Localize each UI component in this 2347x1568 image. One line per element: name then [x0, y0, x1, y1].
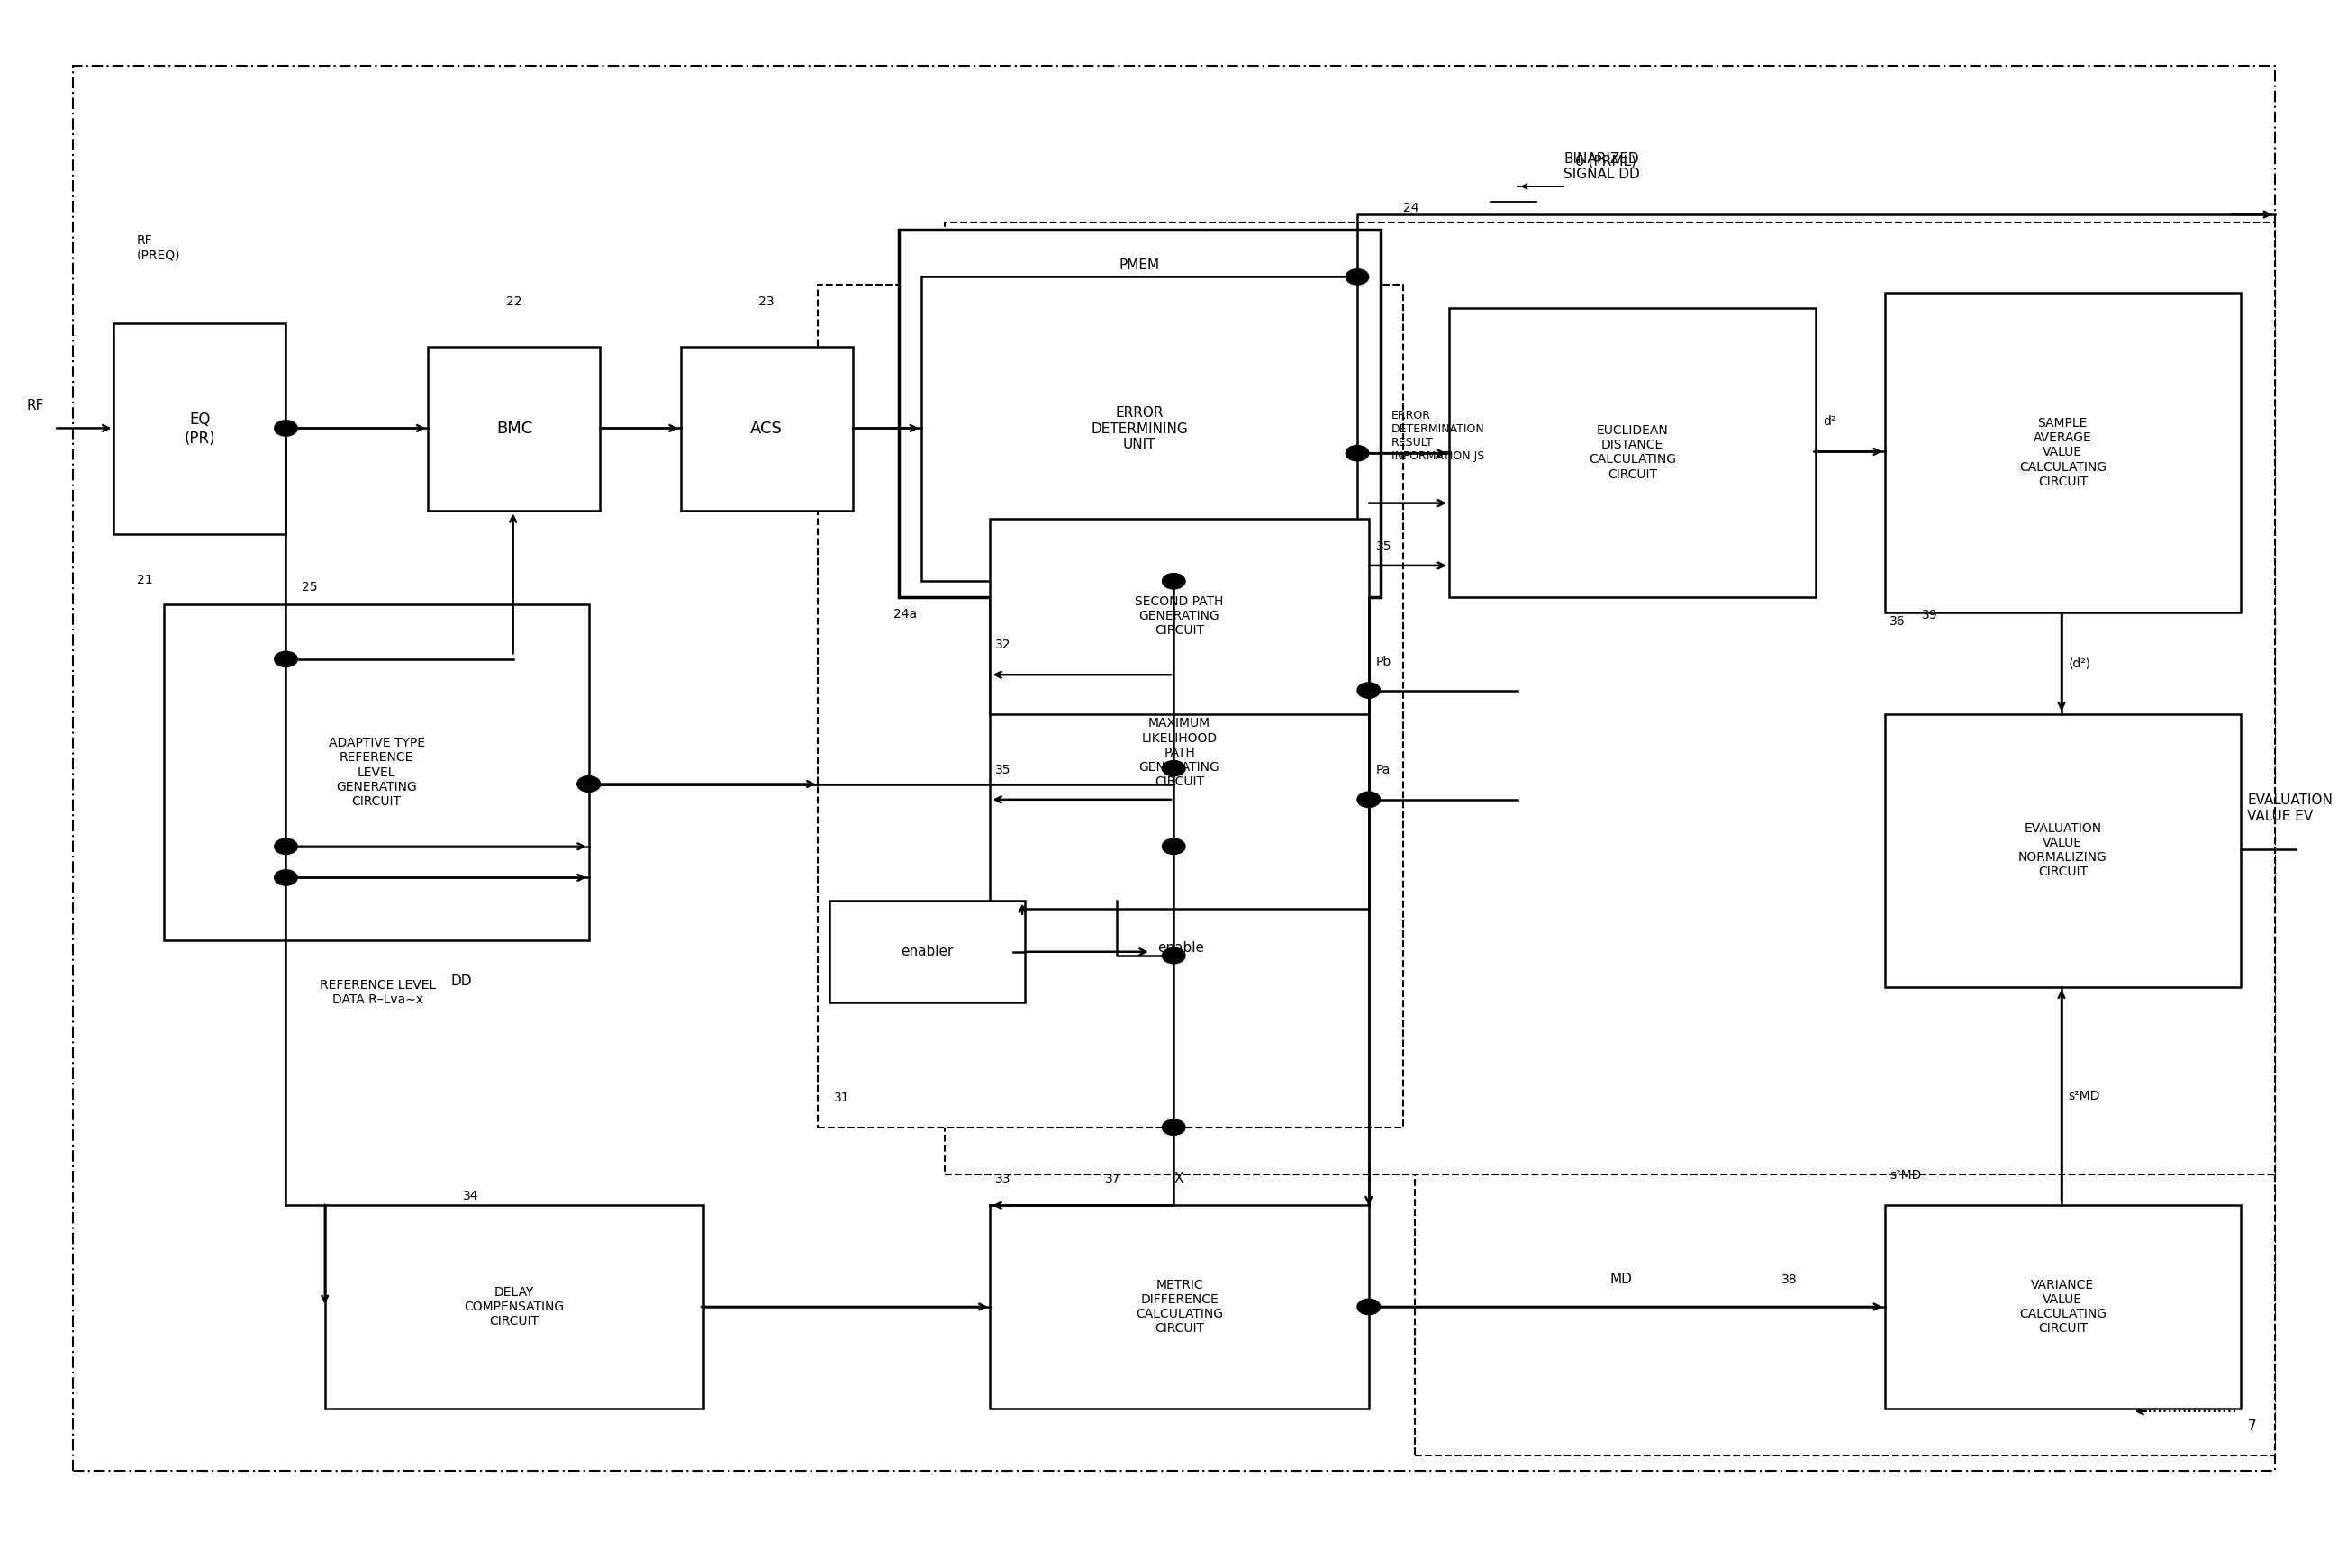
Text: 33: 33 — [995, 1173, 1012, 1185]
Bar — [1885, 293, 2241, 613]
Circle shape — [275, 870, 298, 886]
Text: X: X — [1174, 1171, 1183, 1185]
Circle shape — [577, 776, 601, 792]
Text: DD: DD — [451, 974, 472, 988]
Bar — [1448, 307, 1817, 597]
Text: 7: 7 — [2248, 1419, 2255, 1433]
Bar — [1415, 254, 2274, 1455]
Bar — [681, 347, 852, 511]
Text: 36: 36 — [1889, 616, 1906, 629]
Bar — [899, 230, 1380, 597]
Bar — [819, 285, 1404, 1127]
Bar — [922, 278, 1357, 582]
Text: EVALUATION
VALUE
NORMALIZING
CIRCUIT: EVALUATION VALUE NORMALIZING CIRCUIT — [2018, 822, 2108, 878]
Text: SECOND PATH
GENERATING
CIRCUIT: SECOND PATH GENERATING CIRCUIT — [1136, 596, 1223, 637]
Text: RF: RF — [26, 400, 45, 412]
Text: 6 (PRML): 6 (PRML) — [1575, 154, 1636, 168]
Circle shape — [1162, 574, 1185, 590]
Circle shape — [1345, 270, 1368, 285]
Bar — [990, 1206, 1368, 1408]
Text: s²MD: s²MD — [1889, 1170, 1922, 1182]
Text: 23: 23 — [758, 295, 775, 307]
Text: ADAPTIVE TYPE
REFERENCE
LEVEL
GENERATING
CIRCUIT: ADAPTIVE TYPE REFERENCE LEVEL GENERATING… — [329, 737, 425, 808]
Bar — [1885, 1206, 2241, 1408]
Bar — [115, 323, 286, 535]
Circle shape — [1357, 682, 1380, 698]
Text: 31: 31 — [833, 1091, 850, 1104]
Text: SAMPLE
AVERAGE
VALUE
CALCULATING
CIRCUIT: SAMPLE AVERAGE VALUE CALCULATING CIRCUIT — [2018, 417, 2105, 488]
Text: BINARIZED
SIGNAL DD: BINARIZED SIGNAL DD — [1563, 152, 1641, 182]
Text: enabler: enabler — [901, 946, 953, 958]
Circle shape — [1162, 760, 1185, 776]
Bar — [828, 902, 1026, 1002]
Text: ERROR
DETERMINING
UNIT: ERROR DETERMINING UNIT — [1091, 406, 1188, 452]
Text: METRIC
DIFFERENCE
CALCULATING
CIRCUIT: METRIC DIFFERENCE CALCULATING CIRCUIT — [1136, 1278, 1223, 1334]
Circle shape — [1357, 1298, 1380, 1314]
Bar — [1885, 713, 2241, 986]
Text: enable: enable — [1157, 941, 1204, 955]
Text: 38: 38 — [1781, 1273, 1798, 1286]
Text: DELAY
COMPENSATING
CIRCUIT: DELAY COMPENSATING CIRCUIT — [465, 1286, 563, 1328]
Circle shape — [275, 839, 298, 855]
Circle shape — [1357, 792, 1380, 808]
Text: 39: 39 — [1922, 610, 1939, 622]
Text: 32: 32 — [995, 638, 1012, 651]
Text: 25: 25 — [303, 582, 317, 594]
Circle shape — [1162, 947, 1185, 963]
Circle shape — [1162, 839, 1185, 855]
Circle shape — [275, 420, 298, 436]
Bar — [427, 347, 601, 511]
Text: BMC: BMC — [495, 420, 533, 437]
Circle shape — [577, 776, 601, 792]
Text: 24a: 24a — [894, 608, 918, 621]
Text: 35: 35 — [1375, 541, 1392, 554]
Text: ⟨d²⟩: ⟨d²⟩ — [2068, 657, 2091, 670]
Text: EVALUATION
VALUE EV: EVALUATION VALUE EV — [2248, 793, 2333, 823]
Text: 35: 35 — [995, 764, 1012, 776]
Text: 21: 21 — [136, 574, 153, 586]
Text: RF
(PREQ): RF (PREQ) — [136, 234, 181, 262]
Text: VARIANCE
VALUE
CALCULATING
CIRCUIT: VARIANCE VALUE CALCULATING CIRCUIT — [2018, 1278, 2105, 1334]
Bar — [990, 519, 1368, 713]
Text: 34: 34 — [462, 1190, 479, 1203]
Text: d²: d² — [1824, 416, 1835, 428]
Bar — [324, 1206, 704, 1408]
Text: PMEM: PMEM — [1120, 259, 1159, 271]
Text: ACS: ACS — [751, 420, 782, 437]
Text: Pb: Pb — [1375, 655, 1392, 668]
Text: 37: 37 — [1105, 1173, 1120, 1185]
Text: EUCLIDEAN
DISTANCE
CALCULATING
CIRCUIT: EUCLIDEAN DISTANCE CALCULATING CIRCUIT — [1589, 425, 1676, 480]
Text: 22: 22 — [507, 295, 521, 307]
Text: s²MD: s²MD — [2068, 1090, 2101, 1102]
Circle shape — [1162, 1120, 1185, 1135]
Text: ERROR
DETERMINATION
RESULT
INFORMATION JS: ERROR DETERMINATION RESULT INFORMATION J… — [1392, 409, 1486, 461]
Text: EQ
(PR): EQ (PR) — [185, 411, 216, 447]
Text: REFERENCE LEVEL
DATA R–Lva∼x: REFERENCE LEVEL DATA R–Lva∼x — [319, 978, 437, 1007]
Text: MD: MD — [1610, 1273, 1631, 1286]
Bar — [943, 223, 2274, 1174]
Text: MAXIMUM
LIKELIHOOD
PATH
GENERATING
CIRCUIT: MAXIMUM LIKELIHOOD PATH GENERATING CIRCU… — [1138, 717, 1220, 789]
Circle shape — [1345, 445, 1368, 461]
Text: Pa: Pa — [1375, 764, 1389, 776]
Text: 24: 24 — [1404, 202, 1420, 215]
Circle shape — [275, 651, 298, 666]
Bar — [164, 605, 589, 941]
Bar — [990, 597, 1368, 909]
